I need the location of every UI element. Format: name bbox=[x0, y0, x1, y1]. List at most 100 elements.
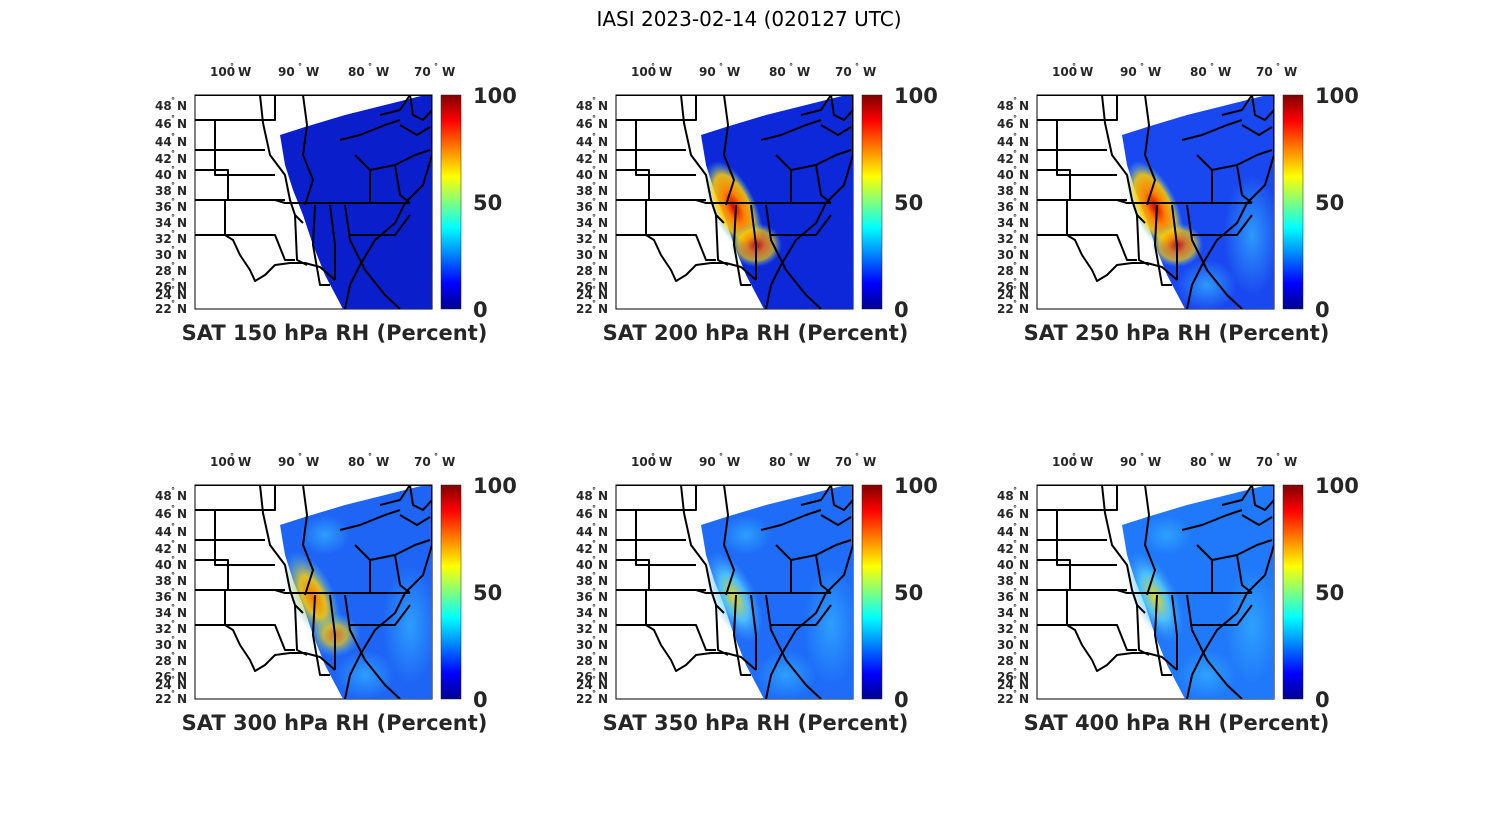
colorbar-tick-label: 0 bbox=[1315, 688, 1330, 712]
lat-tick-suffix: N bbox=[1019, 99, 1029, 113]
lat-tick-suffix: N bbox=[598, 558, 608, 572]
lat-tick-suffix: N bbox=[1019, 248, 1029, 262]
colorbar bbox=[440, 94, 462, 310]
lon-tick-suffix: W bbox=[1218, 455, 1231, 469]
lat-tick-suffix: N bbox=[1019, 216, 1029, 230]
colorbar bbox=[861, 484, 883, 700]
rh-moist-band bbox=[1125, 550, 1185, 644]
lat-tick-suffix: N bbox=[177, 117, 187, 131]
lon-tick-label: 100 bbox=[631, 455, 656, 469]
lat-tick-suffix: N bbox=[177, 184, 187, 198]
lat-tick-suffix: N bbox=[1019, 288, 1029, 302]
lat-tick-suffix: N bbox=[598, 574, 608, 588]
lat-tick-label: 26 bbox=[155, 280, 172, 294]
degree-symbol: ° bbox=[1013, 149, 1017, 158]
degree-symbol: ° bbox=[1276, 62, 1280, 71]
lon-tick-label: 100 bbox=[210, 65, 235, 79]
lat-tick-label: 22 bbox=[997, 302, 1014, 316]
lat-tick-suffix: N bbox=[177, 232, 187, 246]
lat-tick-label: 40 bbox=[997, 168, 1014, 182]
lat-tick-suffix: N bbox=[1019, 574, 1029, 588]
rh-patch-south bbox=[756, 650, 816, 699]
lat-tick-suffix: N bbox=[598, 216, 608, 230]
lat-tick-suffix: N bbox=[177, 507, 187, 521]
lat-tick-suffix: N bbox=[1019, 638, 1029, 652]
lat-tick-label: 48 bbox=[155, 489, 172, 503]
lat-tick-suffix: N bbox=[598, 184, 608, 198]
lon-tick-suffix: W bbox=[797, 65, 810, 79]
lat-tick-suffix: N bbox=[598, 692, 608, 706]
degree-symbol: ° bbox=[1276, 452, 1280, 461]
colorbar-tick-label: 100 bbox=[894, 84, 938, 108]
lat-tick-suffix: N bbox=[177, 558, 187, 572]
degree-symbol: ° bbox=[1013, 486, 1017, 495]
degree-symbol: ° bbox=[592, 555, 596, 564]
lat-tick-label: 44 bbox=[155, 525, 172, 539]
lat-tick-suffix: N bbox=[1019, 654, 1029, 668]
degree-symbol: ° bbox=[1072, 62, 1076, 71]
lat-tick-label: 40 bbox=[997, 558, 1014, 572]
state-boundaries bbox=[616, 95, 853, 309]
degree-symbol: ° bbox=[171, 197, 175, 206]
degree-symbol: ° bbox=[592, 667, 596, 676]
map-panel-p400: 48 ° N46 ° N44 ° N42 ° N40 ° N38 ° N36 ° N34 ° N32 ° N30 ° N… bbox=[997, 452, 1359, 735]
lat-tick-suffix: N bbox=[177, 264, 187, 278]
lon-tick-label: 70 bbox=[1256, 65, 1273, 79]
map-panel-p350: 48 ° N46 ° N44 ° N42 ° N40 ° N38 ° N36 ° N34 ° N32 ° N30 ° N… bbox=[576, 452, 938, 735]
degree-symbol: ° bbox=[592, 504, 596, 513]
lat-tick-suffix: N bbox=[177, 692, 187, 706]
lat-tick-suffix: N bbox=[598, 606, 608, 620]
lat-tick-label: 46 bbox=[576, 507, 593, 521]
lat-tick-suffix: N bbox=[1019, 302, 1029, 316]
lat-tick-label: 38 bbox=[997, 184, 1014, 198]
colorbar bbox=[440, 484, 462, 700]
lat-tick-suffix: N bbox=[177, 288, 187, 302]
degree-symbol: ° bbox=[171, 603, 175, 612]
degree-symbol: ° bbox=[592, 285, 596, 294]
panel-label: SAT 350 hPa RH (Percent) bbox=[603, 711, 909, 735]
lon-tick-suffix: W bbox=[238, 65, 251, 79]
lat-tick-suffix: N bbox=[598, 507, 608, 521]
degree-symbol: ° bbox=[1013, 277, 1017, 286]
lat-tick-label: 22 bbox=[155, 692, 172, 706]
degree-symbol: ° bbox=[1013, 675, 1017, 684]
lat-tick-suffix: N bbox=[598, 200, 608, 214]
lat-tick-suffix: N bbox=[177, 302, 187, 316]
lat-tick-suffix: N bbox=[177, 248, 187, 262]
state-boundaries bbox=[1037, 485, 1274, 699]
degree-symbol: ° bbox=[1013, 539, 1017, 548]
colorbar-tick-label: 100 bbox=[1315, 84, 1359, 108]
lon-tick-label: 70 bbox=[414, 65, 431, 79]
lat-tick-label: 44 bbox=[997, 525, 1014, 539]
lat-tick-label: 34 bbox=[576, 606, 593, 620]
lat-tick-suffix: N bbox=[1019, 525, 1029, 539]
coastline bbox=[195, 485, 432, 699]
rh-patch-south bbox=[335, 650, 395, 699]
lat-tick-suffix: N bbox=[1019, 232, 1029, 246]
rh-patch-south bbox=[1177, 260, 1237, 309]
lon-tick-label: 70 bbox=[414, 455, 431, 469]
degree-symbol: ° bbox=[592, 571, 596, 580]
lat-tick-label: 40 bbox=[576, 558, 593, 572]
lat-tick-label: 46 bbox=[576, 117, 593, 131]
lat-tick-label: 28 bbox=[155, 264, 172, 278]
degree-symbol: ° bbox=[719, 62, 723, 71]
degree-symbol: ° bbox=[1013, 603, 1017, 612]
lat-tick-suffix: N bbox=[598, 542, 608, 556]
lat-tick-label: 36 bbox=[155, 590, 172, 604]
lon-tick-label: 90 bbox=[1120, 65, 1137, 79]
degree-symbol: ° bbox=[1013, 299, 1017, 308]
panel-label: SAT 300 hPa RH (Percent) bbox=[182, 711, 488, 735]
lon-tick-suffix: W bbox=[306, 65, 319, 79]
degree-symbol: ° bbox=[171, 619, 175, 628]
degree-symbol: ° bbox=[230, 62, 234, 71]
degree-symbol: ° bbox=[1013, 651, 1017, 660]
lat-tick-suffix: N bbox=[177, 280, 187, 294]
lon-tick-suffix: W bbox=[1080, 65, 1093, 79]
lat-tick-label: 48 bbox=[155, 99, 172, 113]
degree-symbol: ° bbox=[592, 277, 596, 286]
panel-grid: 48 ° N46 ° N44 ° N42 ° N40 ° N38 ° N36 ° N34 ° N32 ° N30 ° N… bbox=[155, 62, 1359, 735]
lat-tick-label: 30 bbox=[997, 248, 1014, 262]
lon-tick-label: 70 bbox=[835, 455, 852, 469]
lat-tick-label: 42 bbox=[155, 152, 172, 166]
